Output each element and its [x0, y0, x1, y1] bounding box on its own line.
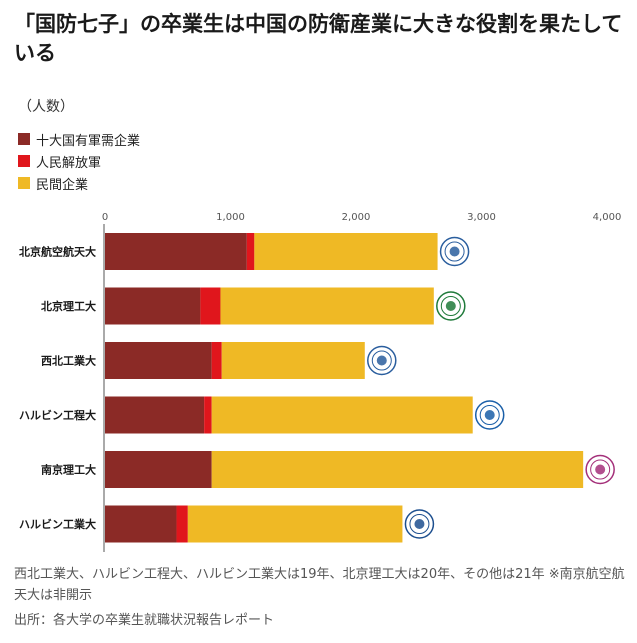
bit-logo-icon — [436, 291, 466, 321]
bar-segment-0 — [105, 342, 212, 379]
category-label: 北京航空航天大 — [19, 245, 96, 259]
source-note: 出所：各大学の卒業生就職状況報告レポート — [14, 613, 275, 628]
heu-logo-icon — [474, 400, 505, 430]
bar-segment-1 — [200, 287, 221, 325]
x-tick-label: 0 — [102, 212, 108, 223]
bar-segment-1 — [211, 342, 222, 379]
buaa-logo-icon — [439, 236, 470, 267]
bar-segment-1 — [204, 396, 212, 434]
legend-label-private: 民間企業 — [36, 177, 89, 193]
category-label: ハルビン工業大 — [19, 517, 96, 531]
legend-item-private: 民間企業 — [18, 172, 140, 194]
legend: 十大国有軍需企業 人民解放軍 民間企業 — [18, 128, 140, 194]
njust-logo-icon — [585, 454, 615, 485]
bar-segment-1 — [176, 505, 188, 543]
x-tick-label: 4,000 — [593, 212, 622, 223]
bar-segment-2 — [211, 451, 584, 488]
bar-segment-2 — [221, 342, 365, 379]
legend-label-state-defense: 十大国有軍需企業 — [36, 133, 141, 149]
nwpu-logo-icon — [367, 345, 397, 376]
bar-segment-0 — [105, 396, 205, 434]
bar-segment-1 — [246, 233, 255, 270]
category-label: ハルビン工程大 — [19, 408, 96, 422]
legend-item-pla: 人民解放軍 — [18, 150, 140, 172]
category-label: 南京理工大 — [41, 463, 96, 477]
chart-title: 「国防七子」の卒業生は中国の防衛産業に大きな役割を果たしている — [14, 12, 623, 65]
legend-swatch-pla — [18, 155, 30, 167]
legend-item-state-defense: 十大国有軍需企業 — [18, 128, 140, 150]
bar-segment-2 — [187, 505, 403, 543]
hit-logo-icon — [404, 509, 435, 539]
legend-label-pla: 人民解放軍 — [36, 155, 102, 171]
legend-swatch-state-defense — [18, 133, 30, 145]
bar-segment-0 — [105, 505, 177, 543]
stacked-bar-chart: 0 1,000 2,000 3,000 4,000 北京航空航天大北京理工大西北工業大ハ… — [19, 212, 622, 552]
legend-swatch-private — [18, 177, 30, 189]
bar-segment-0 — [105, 451, 212, 488]
bar-segment-0 — [105, 287, 201, 325]
bar-segment-2 — [211, 396, 473, 434]
x-tick-label: 3,000 — [467, 212, 496, 223]
unit-label: （人数） — [18, 99, 74, 115]
footnote: 西北工業大、ハルビン工程大、ハルビン工業大は19年、北京理工大は20年、その他は… — [14, 567, 625, 603]
x-tick-label: 2,000 — [342, 212, 371, 223]
bar-segment-0 — [105, 233, 247, 270]
category-label: 北京理工大 — [41, 299, 96, 313]
bar-segment-2 — [254, 233, 438, 270]
bar-segment-2 — [220, 287, 434, 325]
category-label: 西北工業大 — [41, 354, 96, 368]
x-tick-label: 1,000 — [216, 212, 245, 223]
